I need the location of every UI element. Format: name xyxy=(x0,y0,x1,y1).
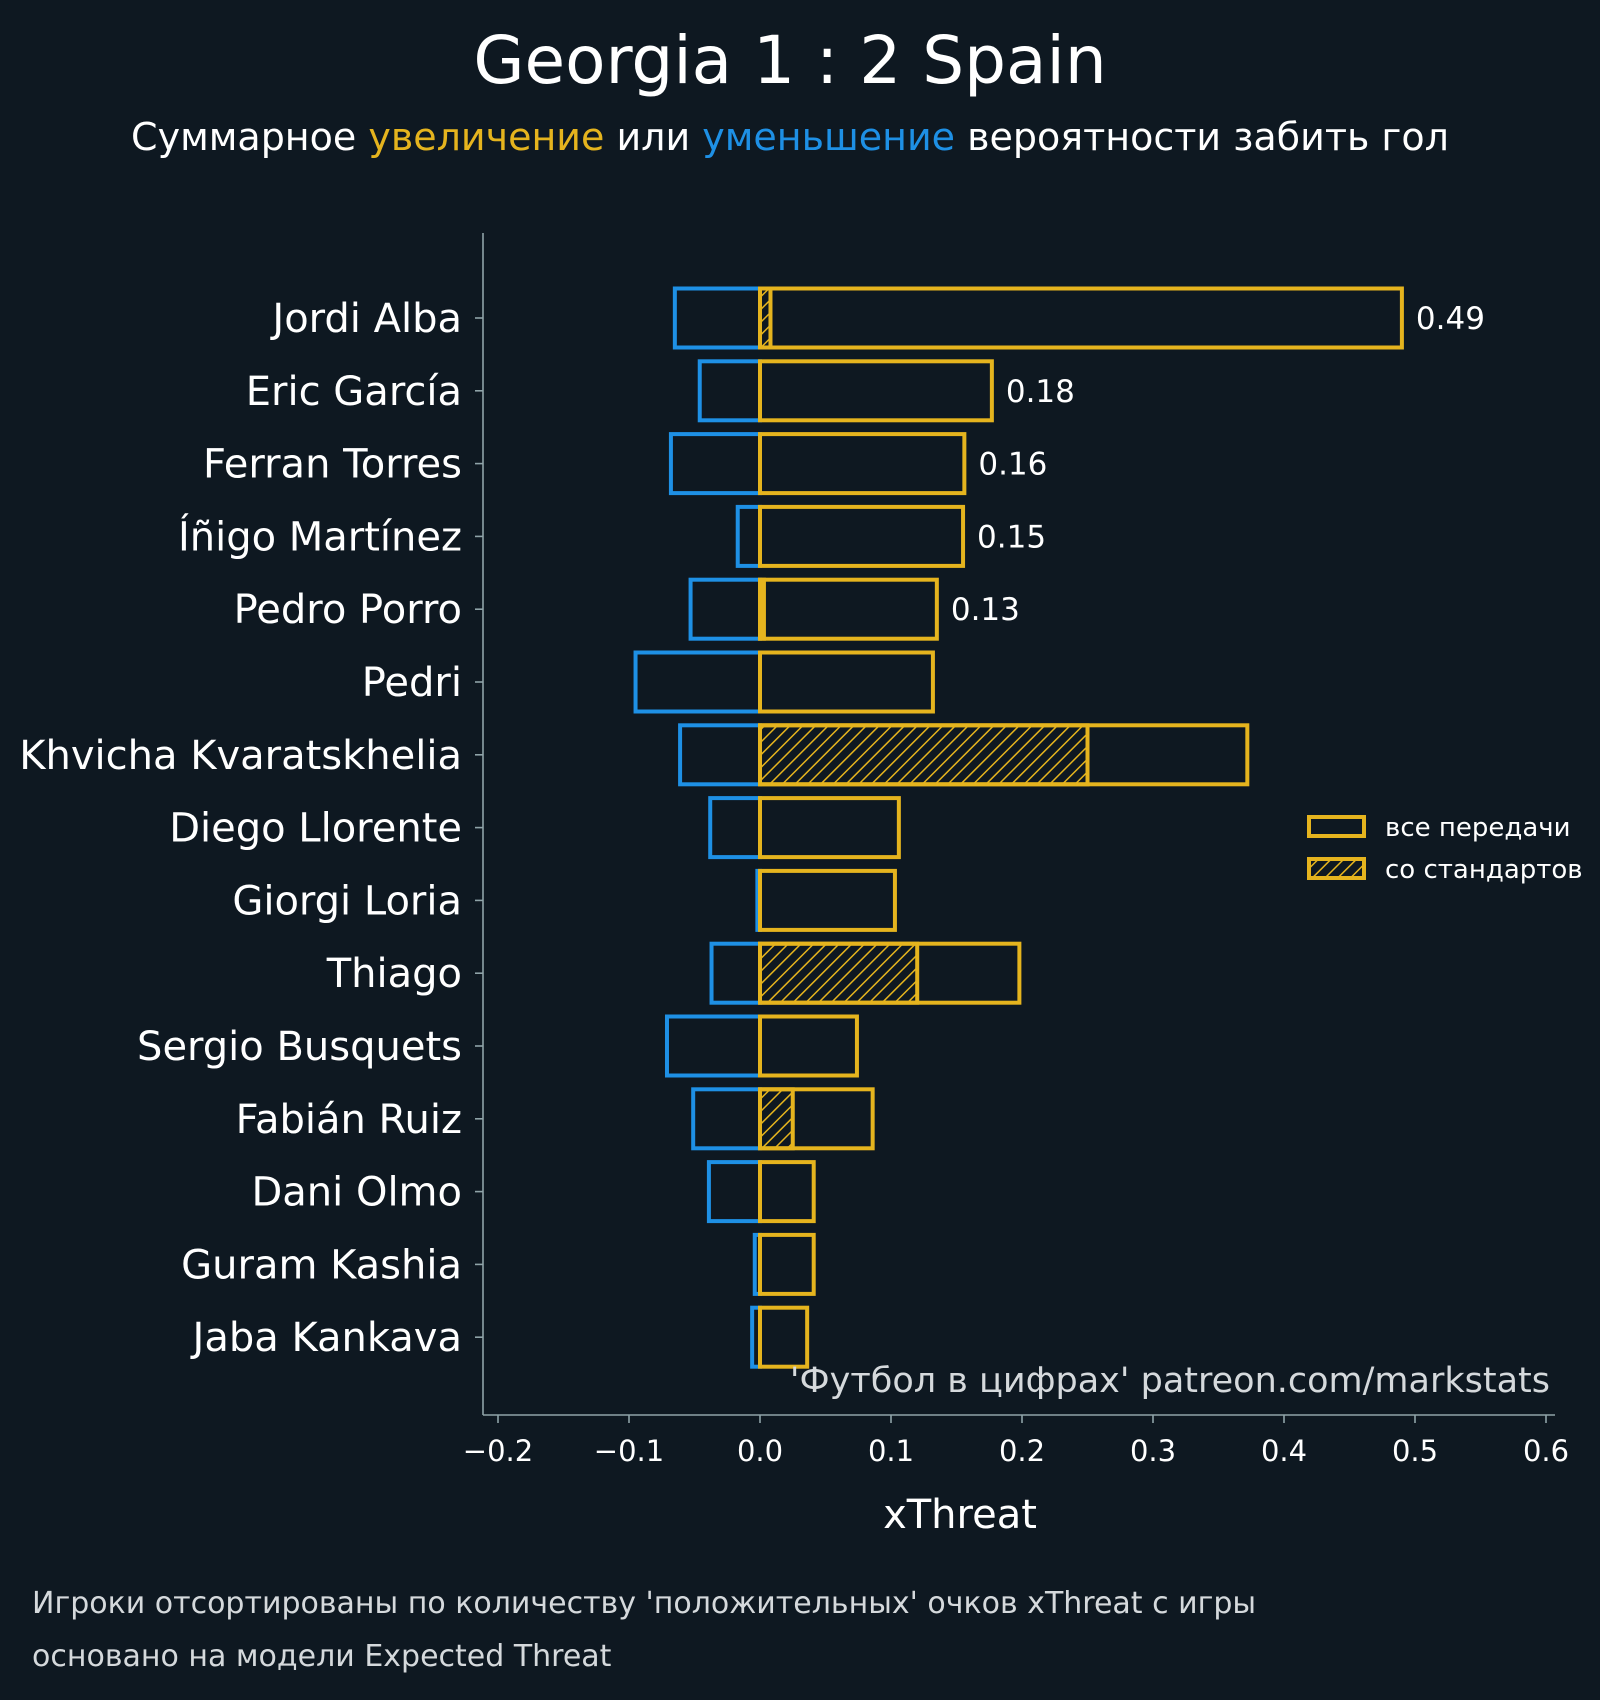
value-label: 0.13 xyxy=(951,592,1020,628)
player-label: Diego Llorente xyxy=(169,806,462,852)
player-label: Giorgi Loria xyxy=(232,878,462,924)
subtitle-part1: Суммарное xyxy=(131,115,368,159)
subtitle-part2: или xyxy=(604,115,702,159)
bar-negative xyxy=(706,1160,762,1224)
x-tick-label: 0.4 xyxy=(1261,1434,1307,1468)
player-label: Sergio Busquets xyxy=(137,1024,462,1070)
bar-negative xyxy=(691,1087,762,1151)
bar-positive xyxy=(758,577,939,641)
x-tick-label: 0.0 xyxy=(737,1434,783,1468)
legend-label-set-pieces: со стандартов xyxy=(1385,855,1583,885)
bar-negative xyxy=(708,796,762,860)
bar-positive xyxy=(758,1305,810,1369)
bar-set-pieces xyxy=(758,941,920,1005)
bar-positive xyxy=(758,796,901,860)
watermark: 'Футбол в цифрах' patreon.com/markstats xyxy=(790,1361,1550,1401)
x-tick-label: 0.6 xyxy=(1523,1434,1569,1468)
bar-positive xyxy=(758,941,1022,1005)
player-label: Jaba Kankava xyxy=(190,1315,462,1361)
x-tick-label: −0.2 xyxy=(463,1434,533,1468)
subtitle-decrease: уменьшение xyxy=(702,115,955,159)
bar-positive xyxy=(758,1160,816,1224)
bar-set-pieces xyxy=(758,723,1090,787)
player-label: Khvicha Kvaratskhelia xyxy=(19,733,462,779)
bar-positive xyxy=(758,359,994,423)
player-label: Eric García xyxy=(246,369,462,415)
bar-positive xyxy=(758,1014,859,1078)
legend-swatch-set-pieces xyxy=(1307,857,1366,880)
x-axis-label: xThreat xyxy=(883,1492,1037,1538)
legend-swatch-all-passes xyxy=(1307,815,1366,838)
x-tick-label: 0.3 xyxy=(1130,1434,1176,1468)
footnote-line-1: Игроки отсортированы по количеству 'поло… xyxy=(32,1586,1256,1621)
subtitle-increase: увеличение xyxy=(368,115,604,159)
bar-negative xyxy=(633,650,762,714)
player-label: Guram Kashia xyxy=(181,1242,462,1288)
bar-positive xyxy=(758,1087,875,1151)
x-tick-label: 0.1 xyxy=(868,1434,914,1468)
chart-title: Georgia 1 : 2 Spain xyxy=(473,22,1106,99)
bar-negative xyxy=(678,723,763,787)
player-label: Pedri xyxy=(362,660,462,706)
player-label: Jordi Alba xyxy=(269,296,462,342)
bar-positive xyxy=(758,650,935,714)
bar-negative xyxy=(688,577,763,641)
bar-positive xyxy=(758,504,966,568)
player-label: Pedro Porro xyxy=(234,587,462,633)
player-label: Dani Olmo xyxy=(251,1170,462,1216)
bar-negative xyxy=(735,504,762,568)
player-label: Íñigo Martínez xyxy=(178,512,462,560)
plot-area: −0.2 −0.1 0.0 0.1 0.2 0.3 0.4 0.5 0.6 Jordi Alba 0… xyxy=(19,233,1569,1468)
bar-positive xyxy=(758,286,1404,350)
bar-positive xyxy=(758,723,1250,787)
player-label: Fabián Ruiz xyxy=(236,1097,462,1143)
bar-negative xyxy=(697,359,762,423)
bar-negative xyxy=(668,432,762,496)
bar-set-pieces xyxy=(758,1087,795,1151)
legend: все передачи со стандартов xyxy=(1307,813,1583,885)
value-label: 0.16 xyxy=(978,447,1047,483)
value-label: 0.49 xyxy=(1416,301,1485,337)
bar-negative xyxy=(672,286,762,350)
x-tick-label: 0.2 xyxy=(999,1434,1045,1468)
footnote-line-2: основано на модели Expected Threat xyxy=(32,1639,612,1674)
x-tick-label: 0.5 xyxy=(1392,1434,1438,1468)
bar-positive xyxy=(758,432,967,496)
bar-negative xyxy=(664,1014,762,1078)
bar-positive xyxy=(758,1232,816,1296)
x-tick-label: −0.1 xyxy=(594,1434,664,1468)
player-label: Thiago xyxy=(326,951,462,997)
value-label: 0.18 xyxy=(1006,374,1075,410)
legend-label-all-passes: все передачи xyxy=(1385,813,1571,843)
subtitle-part3: вероятности забить гол xyxy=(955,115,1449,159)
value-label: 0.15 xyxy=(977,519,1046,555)
bar-positive xyxy=(758,868,897,932)
player-label: Ferran Torres xyxy=(203,442,462,488)
chart-subtitle: Суммарное увеличение или уменьшение веро… xyxy=(131,115,1449,159)
bar-negative xyxy=(709,941,763,1005)
